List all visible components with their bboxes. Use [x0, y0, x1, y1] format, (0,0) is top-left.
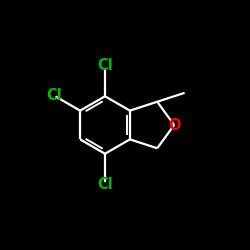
Text: Cl: Cl — [97, 58, 113, 73]
Text: Cl: Cl — [97, 177, 113, 192]
Text: Cl: Cl — [46, 88, 62, 103]
Text: O: O — [168, 118, 180, 132]
